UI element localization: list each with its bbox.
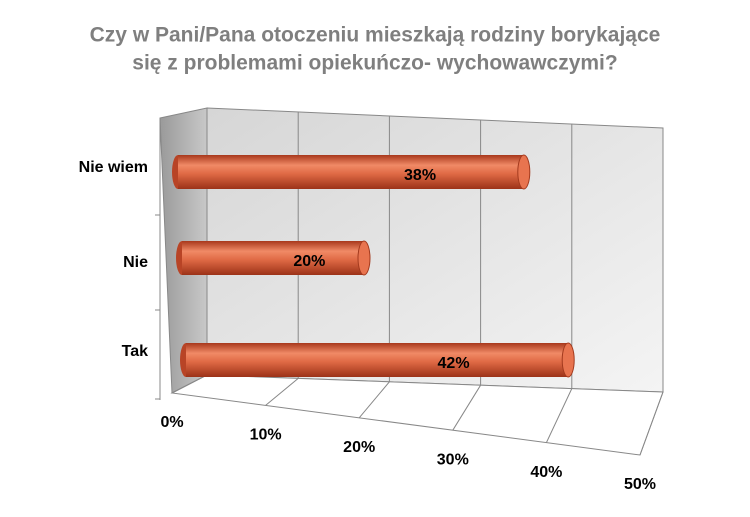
value-label: 38%: [404, 167, 436, 184]
value-label: 20%: [293, 253, 325, 270]
grid-line: [639, 128, 664, 456]
bar-part: [186, 343, 569, 377]
grid-line: [358, 116, 390, 419]
bar-part: [561, 342, 575, 378]
x-tick-label: 10%: [250, 427, 282, 444]
y-tick-label: Nie wiem: [79, 159, 148, 176]
x-tick-label: 40%: [530, 464, 562, 481]
bar-part: [182, 241, 364, 275]
chart-title: Czy w Pani/Pana otoczeniu mieszkają rodz…: [90, 24, 661, 47]
x-tick-label: 20%: [343, 439, 375, 456]
x-tick-label: 30%: [437, 451, 469, 468]
x-tick-label: 0%: [160, 414, 183, 431]
grid-line: [265, 112, 299, 406]
bar-part: [357, 240, 371, 276]
grid-line: [545, 124, 573, 443]
bar-part: [517, 154, 531, 190]
y-tick-label: Tak: [122, 343, 148, 360]
grid-line: [452, 120, 482, 431]
bar-part: [178, 155, 524, 189]
chart-title: się z problemami opiekuńczo- wychowawczy…: [132, 52, 617, 75]
value-label: 42%: [438, 355, 470, 372]
y-tick-label: Nie: [123, 254, 148, 271]
x-tick-label: 50%: [624, 476, 656, 493]
bar: [180, 342, 575, 378]
bar: [176, 240, 371, 276]
bar: [172, 154, 531, 190]
